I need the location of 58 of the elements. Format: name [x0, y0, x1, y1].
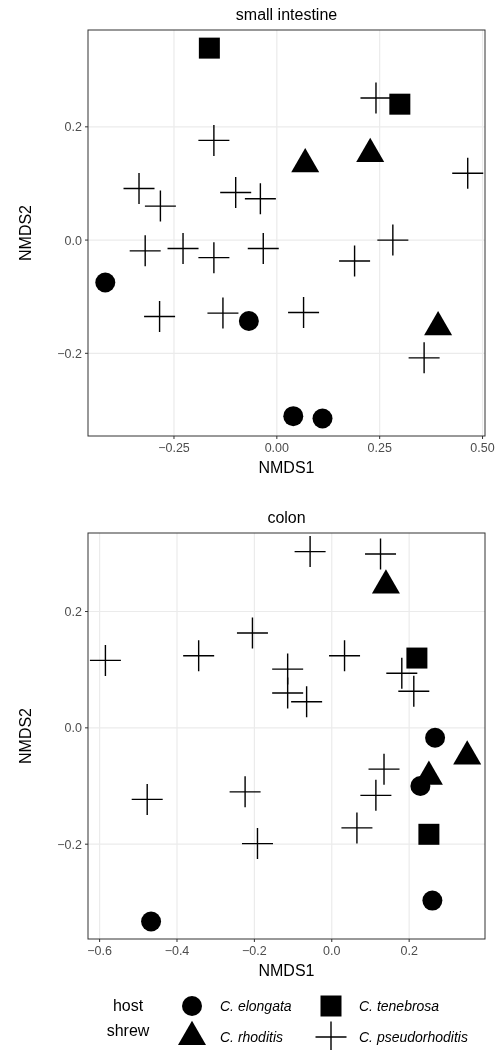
- point: [236, 617, 268, 649]
- point: [129, 235, 161, 267]
- point: [95, 272, 116, 293]
- legend-title: host shrew: [106, 997, 150, 1039]
- point: [283, 406, 304, 427]
- x-tick-label: −0.2: [242, 944, 267, 958]
- x-tick-label: 0.00: [264, 441, 290, 455]
- x-tick-label: 0.2: [400, 944, 418, 958]
- point: [339, 245, 371, 277]
- y-axis-title: NMDS2: [17, 204, 34, 262]
- point: [418, 823, 440, 845]
- point: [360, 82, 392, 114]
- chart-title: colon: [267, 509, 306, 526]
- point: [141, 911, 162, 932]
- point: [341, 812, 373, 844]
- legend-label: C. elongata: [220, 998, 292, 1014]
- point: [365, 538, 397, 570]
- point: [422, 890, 443, 911]
- x-tick-label: −0.4: [164, 944, 190, 958]
- point: [207, 297, 239, 329]
- y-tick-label: −0.2: [57, 346, 83, 361]
- point: [198, 124, 230, 156]
- x-tick-label: 0.25: [367, 441, 392, 455]
- chart-title: small intestine: [235, 6, 338, 23]
- point: [406, 647, 428, 669]
- y-tick-label: 0.2: [64, 605, 83, 620]
- y-axis-title: NMDS2: [17, 707, 34, 765]
- x-axis-title: NMDS1: [258, 459, 315, 476]
- point: [312, 408, 333, 429]
- point: [238, 311, 259, 332]
- point: [386, 657, 418, 689]
- x-tick-label: 0.50: [470, 441, 495, 455]
- point: [377, 224, 409, 256]
- point: [272, 677, 304, 709]
- x-tick-label: −0.6: [87, 944, 112, 958]
- point: [389, 93, 411, 115]
- x-tick-label: −0.25: [158, 441, 190, 455]
- legend-label: C. pseudorhoditis: [359, 1029, 468, 1045]
- y-tick-label: 0.0: [64, 721, 83, 736]
- point: [198, 242, 230, 274]
- point: [229, 776, 261, 808]
- point: [398, 675, 430, 707]
- y-tick-label: 0.2: [64, 120, 83, 135]
- point: [368, 753, 400, 785]
- x-tick-label: 0.0: [323, 944, 341, 958]
- point: [123, 173, 155, 205]
- point: [294, 536, 326, 568]
- point: [425, 727, 446, 748]
- point: [167, 233, 199, 265]
- legend-label: C. rhoditis: [220, 1029, 284, 1045]
- y-tick-label: −0.2: [57, 837, 83, 852]
- point: [144, 190, 176, 222]
- point: [360, 779, 392, 811]
- x-axis-title: NMDS1: [258, 962, 315, 979]
- point: [408, 342, 440, 374]
- y-tick-label: 0.0: [64, 233, 83, 248]
- point: [198, 37, 220, 59]
- legend-label: C. tenebrosa: [359, 998, 440, 1014]
